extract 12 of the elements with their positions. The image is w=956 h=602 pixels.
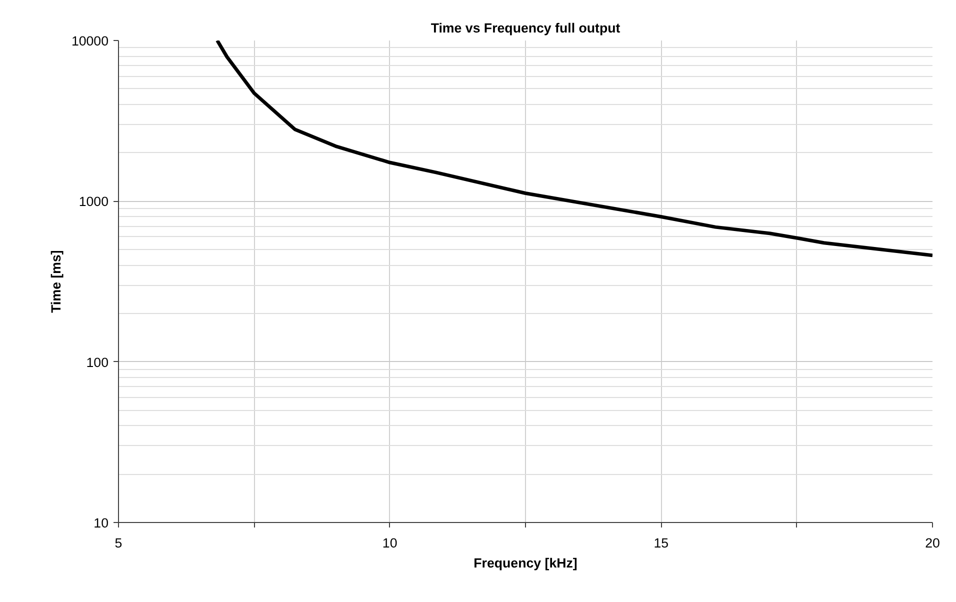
x-tick-label: 15 xyxy=(654,536,669,550)
line-series xyxy=(216,40,932,258)
y-tick-label: 10 xyxy=(94,516,109,530)
y-tick-label: 10000 xyxy=(71,34,108,48)
chart-title: Time vs Frequency full output xyxy=(430,20,621,36)
x-tick-label: 20 xyxy=(925,536,940,550)
x-axis-title: Frequency [kHz] xyxy=(474,556,578,570)
x-tick-label: 10 xyxy=(382,536,398,550)
y-tick-label: 100 xyxy=(86,354,109,370)
x-tick-label: 5 xyxy=(114,536,122,550)
y-axis-title: Time [ms] xyxy=(48,250,64,313)
y-tick-label: 1000 xyxy=(78,194,109,210)
